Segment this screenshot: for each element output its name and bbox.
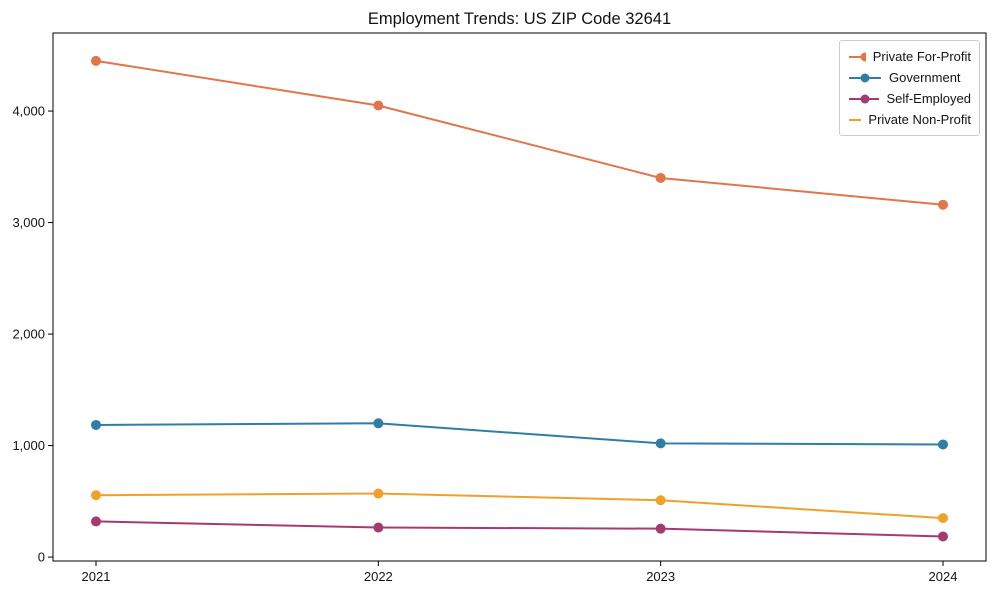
data-point-marker bbox=[91, 490, 101, 501]
legend-label: Government bbox=[889, 70, 961, 85]
data-point-marker bbox=[373, 522, 384, 533]
data-point-marker bbox=[655, 495, 666, 506]
series-line bbox=[95, 59, 944, 206]
legend-item: Private Non-Profit bbox=[848, 109, 971, 130]
chart-title: Employment Trends: US ZIP Code 32641 bbox=[367, 10, 672, 28]
legend-label: Private For-Profit bbox=[872, 49, 971, 64]
data-point-marker bbox=[91, 516, 101, 527]
series-line bbox=[95, 422, 944, 446]
legend-line-marker-icon bbox=[849, 94, 880, 103]
x-tick-label: 2021 bbox=[82, 569, 111, 584]
x-tick-label: 2023 bbox=[646, 569, 675, 584]
legend-item: Government bbox=[848, 67, 971, 88]
x-tick-label: 2022 bbox=[364, 569, 393, 584]
series-line bbox=[95, 520, 944, 538]
legend-label: Private Non-Profit bbox=[868, 112, 971, 127]
legend-item: Self-Employed bbox=[848, 88, 971, 109]
legend-line-marker-icon bbox=[849, 52, 866, 61]
data-point-marker bbox=[938, 199, 948, 210]
legend-line-marker-icon bbox=[849, 116, 862, 123]
x-tick-label: 2024 bbox=[929, 569, 958, 584]
y-tick-label: 3,000 bbox=[12, 215, 45, 230]
legend-line-marker-icon bbox=[849, 73, 881, 82]
plot-frame bbox=[52, 32, 987, 562]
y-tick-label: 2,000 bbox=[12, 327, 45, 342]
legend-item: Private For-Profit bbox=[848, 46, 971, 67]
y-tick-label: 4,000 bbox=[12, 104, 45, 119]
data-point-marker bbox=[373, 100, 384, 111]
data-point-marker bbox=[938, 439, 948, 450]
data-point-marker bbox=[91, 55, 101, 66]
y-tick-label: 1,000 bbox=[12, 438, 45, 453]
data-point-marker bbox=[373, 418, 384, 429]
data-point-marker bbox=[655, 523, 666, 534]
data-point-marker bbox=[938, 513, 948, 524]
data-point-marker bbox=[655, 172, 666, 183]
legend: Private For-Profit Government Self-Employe… bbox=[839, 40, 980, 136]
data-point-marker bbox=[91, 419, 101, 430]
y-tick-label: 0 bbox=[38, 550, 45, 565]
series-line bbox=[95, 492, 944, 520]
data-point-marker bbox=[938, 531, 948, 542]
legend-label: Self-Employed bbox=[886, 91, 971, 106]
data-point-marker bbox=[373, 488, 384, 499]
data-point-marker bbox=[655, 438, 666, 449]
